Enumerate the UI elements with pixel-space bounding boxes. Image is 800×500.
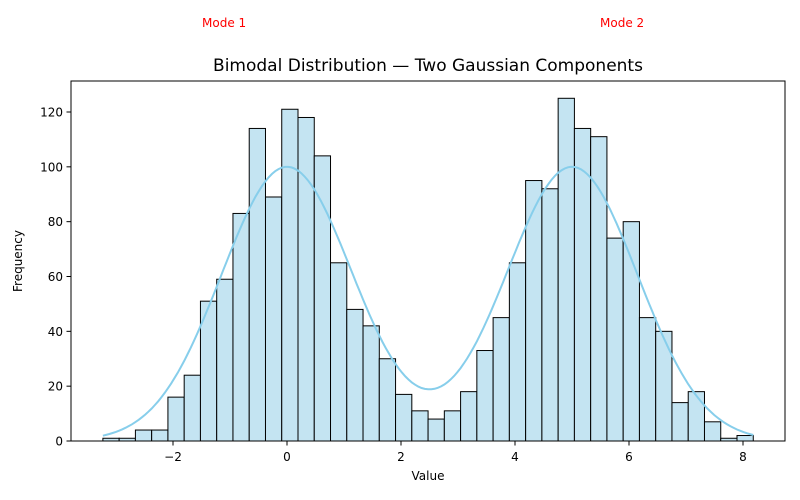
histogram-bars	[102, 97, 754, 442]
histogram-bar	[655, 330, 673, 442]
histogram-bar	[183, 374, 201, 442]
histogram-bar	[395, 393, 413, 442]
histogram-bar	[687, 391, 705, 442]
histogram-bar	[313, 155, 332, 442]
histogram-bar	[281, 108, 299, 442]
histogram-bar	[232, 212, 250, 442]
y-tick-label: 120	[40, 106, 63, 120]
histogram-bar	[541, 188, 559, 442]
chart-title: Bimodal Distribution — Two Gaussian Comp…	[213, 56, 643, 76]
x-tick-label: 0	[283, 450, 291, 464]
histogram-bar	[297, 116, 315, 442]
y-tick-label: 80	[48, 215, 63, 229]
y-axis-ticks: 0 20 40 60 80 100 120	[40, 106, 71, 449]
x-tick-label: 8	[739, 450, 747, 464]
histogram-bar	[476, 350, 494, 442]
histogram-bar	[590, 136, 608, 442]
histogram-bar	[492, 317, 510, 442]
histogram-bar	[216, 278, 234, 442]
annotation-mode-1: Mode 1	[202, 16, 247, 30]
histogram-bar	[622, 221, 640, 442]
x-tick-label: 6	[625, 450, 633, 464]
y-tick-label: 60	[48, 270, 63, 284]
histogram-bar	[362, 325, 380, 442]
y-axis-label: Frequency	[11, 230, 25, 292]
histogram-bar	[248, 127, 266, 442]
histogram-bar	[703, 421, 722, 442]
histogram-bar	[443, 410, 462, 442]
y-tick-label: 100	[40, 160, 63, 174]
x-tick-label: −2	[164, 450, 182, 464]
x-axis-ticks: −2 0 2 4 6 8	[164, 441, 747, 464]
y-tick-label: 40	[48, 325, 63, 339]
x-tick-label: 2	[397, 450, 405, 464]
histogram-bar	[151, 429, 169, 442]
histogram-bar	[134, 429, 153, 442]
histogram-bar	[346, 308, 364, 442]
histogram-bar	[411, 410, 429, 442]
y-tick-label: 0	[55, 435, 63, 449]
histogram-bar	[264, 196, 283, 442]
histogram-bar	[167, 396, 185, 442]
x-tick-label: 4	[511, 450, 519, 464]
histogram-bar	[557, 97, 575, 442]
histogram-bar	[378, 358, 397, 442]
histogram-bar	[606, 237, 624, 442]
histogram-bar	[460, 391, 478, 442]
x-axis-label: Value	[411, 469, 445, 483]
histogram-bar	[508, 262, 527, 442]
kde-curve	[102, 165, 754, 437]
annotation-mode-2: Mode 2	[600, 16, 645, 30]
histogram-bar	[638, 317, 657, 442]
histogram-bar	[427, 418, 445, 442]
plot-frame	[70, 80, 786, 442]
histogram-bar	[736, 435, 754, 442]
y-tick-label: 20	[48, 380, 63, 394]
histogram-bar	[671, 402, 689, 442]
histogram-bar	[330, 262, 348, 442]
